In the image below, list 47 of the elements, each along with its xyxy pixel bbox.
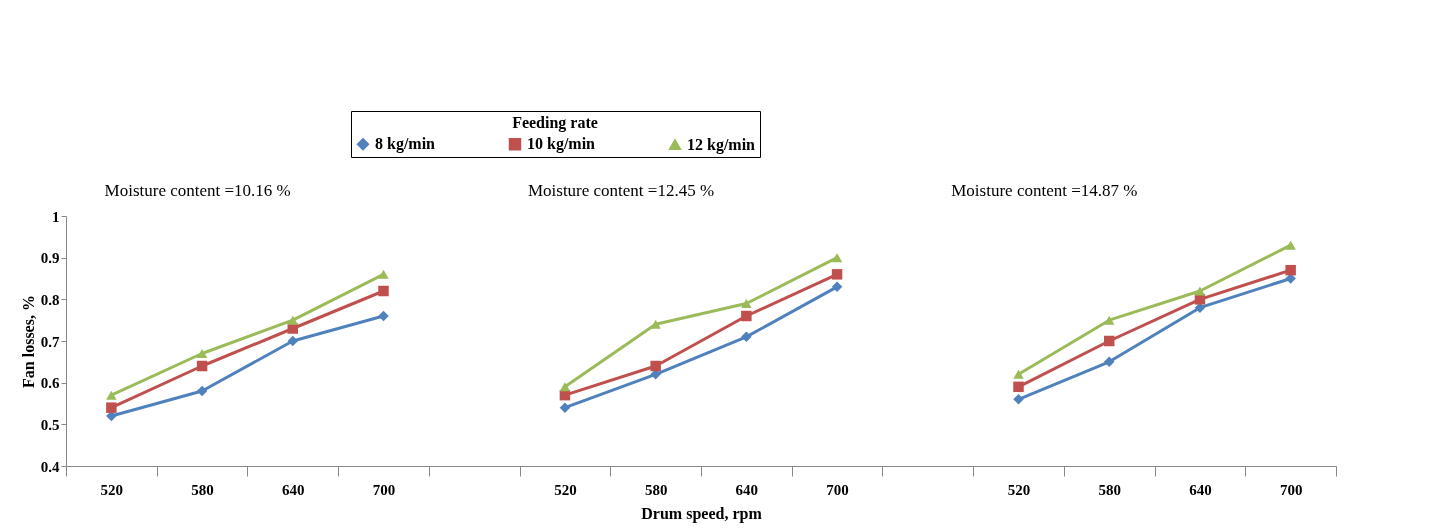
point (1285, 264, 1296, 276)
text: Moisture content =10.16 % (104, 181, 291, 200)
point (1013, 369, 1024, 379)
x-tick-label: 700 (826, 481, 849, 498)
x-tick-label: 640 (735, 481, 759, 498)
x-tick-label: 580 (644, 481, 668, 498)
point (106, 402, 117, 413)
legend-label: 10 kg/min (527, 135, 596, 154)
point (196, 348, 208, 359)
point (378, 269, 389, 279)
point (287, 315, 299, 325)
y-tick-label: 0.5 (40, 416, 60, 433)
x-tick-label: 640 (1189, 481, 1212, 498)
point (287, 335, 299, 347)
point (106, 390, 117, 400)
point (378, 310, 389, 322)
point (1103, 356, 1115, 368)
x-tick-label: 520 (100, 481, 124, 498)
point (1103, 315, 1115, 325)
y-tick-label: 0.6 (40, 375, 60, 392)
point (1103, 335, 1115, 347)
x-tick-label: 640 (282, 481, 305, 498)
y-tick-label: 0.4 (40, 458, 60, 475)
y-axis-title: Fan losses, % (19, 295, 37, 388)
y-tick-label: 0.8 (40, 291, 60, 308)
point (378, 285, 389, 297)
point (1194, 286, 1206, 296)
y-tick-label: 1 (52, 208, 60, 225)
x-tick-label: 520 (554, 481, 577, 498)
legend-label: 8 kg/min (375, 135, 436, 154)
point (196, 360, 208, 372)
x-axis-title: Drum speed, rpm (641, 504, 763, 523)
point (1285, 240, 1296, 250)
point (1013, 381, 1024, 393)
y-tick-label: 0.7 (40, 333, 60, 350)
x-tick-label: 700 (372, 481, 396, 498)
point (196, 385, 208, 397)
text: Moisture content =12.45 % (527, 181, 715, 200)
legend-label: 12 kg/min (687, 135, 756, 154)
text: Moisture content =14.87 % (951, 181, 1138, 200)
x-tick-label: 520 (1007, 481, 1031, 498)
x-tick-label: 580 (191, 481, 214, 498)
x-tick-label: 700 (1279, 481, 1303, 498)
y-tick-label: 0.9 (40, 250, 60, 267)
legend-title: Feeding rate (512, 114, 598, 132)
point (1013, 394, 1024, 405)
x-tick-label: 580 (1098, 481, 1121, 498)
